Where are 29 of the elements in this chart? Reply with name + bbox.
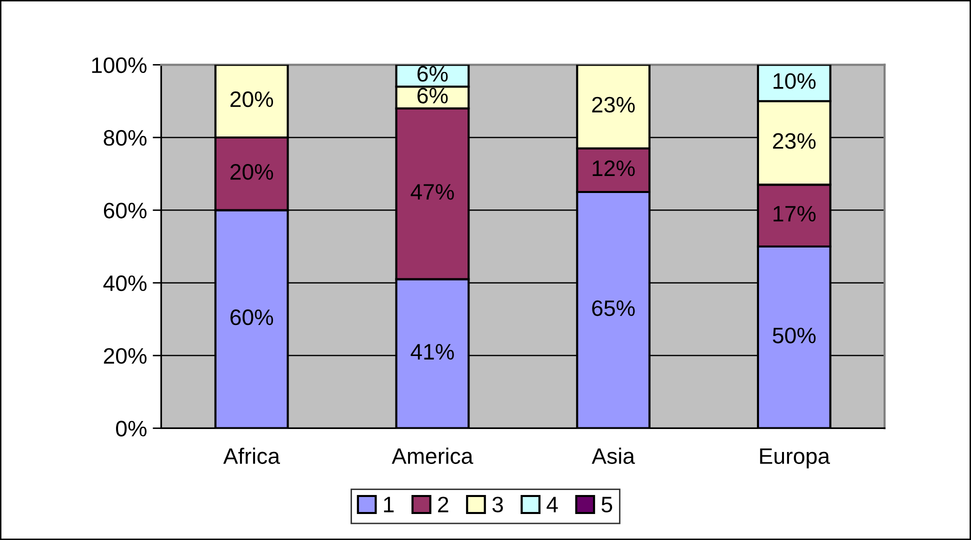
data-label: 41% [410, 344, 454, 360]
y-tick-label: 100% [92, 57, 147, 74]
y-tick-label: 0% [116, 420, 147, 436]
data-label: 6% [418, 66, 448, 82]
legend-label: 5 [602, 496, 612, 512]
data-label: 50% [772, 328, 816, 344]
y-tick-label: 40% [103, 275, 147, 292]
data-label: 23% [773, 133, 816, 149]
data-label: 10% [774, 73, 816, 89]
legend-label: 1 [384, 496, 394, 512]
data-label: 60% [230, 309, 274, 326]
legend-label: 4 [546, 496, 558, 512]
data-label: 47% [410, 184, 454, 200]
data-label: 20% [230, 164, 274, 180]
x-tick-label: Asia [592, 448, 635, 464]
x-tick-label: America [392, 448, 474, 464]
data-label: 12% [592, 160, 635, 176]
data-label: 23% [592, 96, 635, 113]
data-label: 65% [592, 300, 635, 316]
y-tick-label: 20% [104, 348, 147, 364]
legend-label: 2 [438, 496, 448, 512]
x-tick-label: Africa [223, 448, 280, 464]
legend-label: 3 [492, 496, 503, 512]
x-tick-label: Europa [760, 448, 830, 468]
y-tick-label: 80% [104, 130, 147, 146]
data-label: 6% [418, 88, 448, 104]
data-label: 17% [774, 206, 816, 222]
y-tick-label: 60% [104, 202, 147, 218]
data-label: 20% [230, 91, 274, 108]
